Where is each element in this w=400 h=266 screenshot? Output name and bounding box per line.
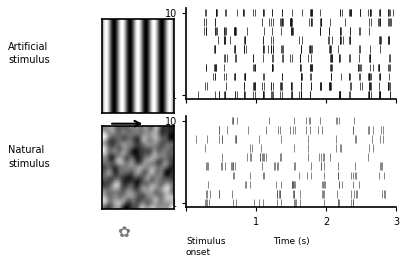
Text: ✿: ✿ [118, 225, 130, 240]
Text: Natural
stimulus: Natural stimulus [8, 145, 50, 169]
Y-axis label: Trial: Trial [153, 152, 163, 172]
Text: Artificial
stimulus: Artificial stimulus [8, 41, 50, 65]
Text: Stimulus
onset: Stimulus onset [186, 237, 226, 257]
Y-axis label: Trial: Trial [153, 44, 163, 64]
Text: Time (s): Time (s) [273, 237, 309, 246]
